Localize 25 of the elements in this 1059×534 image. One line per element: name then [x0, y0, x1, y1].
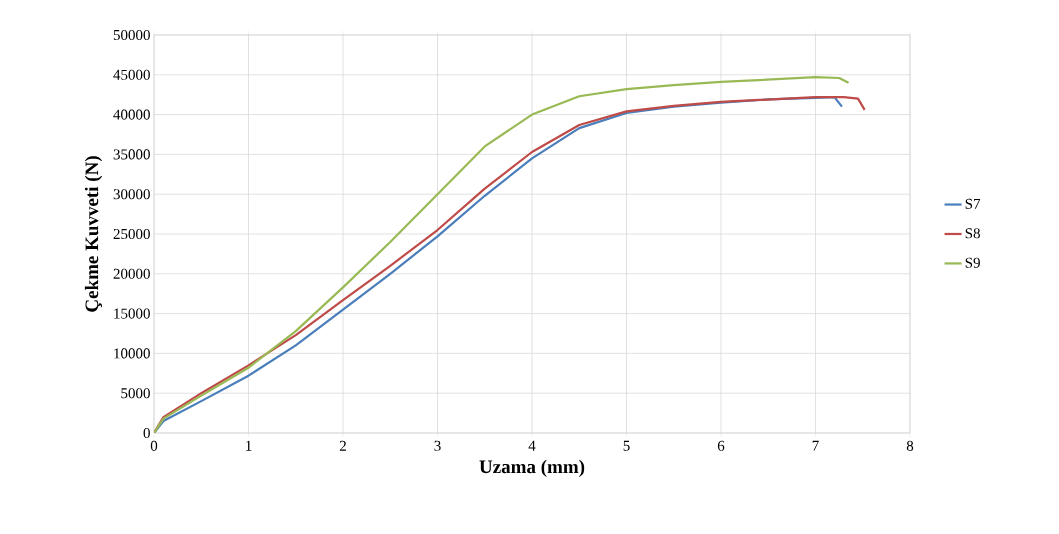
x-tick-label: 4: [528, 440, 536, 451]
x-tick-label: 2: [339, 440, 346, 451]
y-tick-label: 20000: [113, 268, 150, 279]
y-tick-label: 30000: [113, 189, 150, 200]
legend-label: S9: [965, 257, 980, 268]
legend-label: S8: [965, 228, 980, 239]
y-tick-label: 15000: [114, 308, 150, 319]
x-axis-title: Uzama (mm): [479, 459, 585, 477]
legend-label: S7: [965, 198, 981, 209]
y-tick-label: 45000: [113, 69, 150, 80]
x-tick-label: 7: [812, 440, 819, 451]
y-tick-label: 0: [143, 427, 150, 439]
y-axis-title: Çekme Kuvveti (N): [84, 156, 103, 312]
x-tick-label: 0: [150, 440, 158, 451]
y-tick-label: 5000: [121, 388, 150, 399]
y-tick-label: 40000: [113, 109, 150, 120]
y-tick-label: 50000: [113, 29, 150, 41]
x-tick-label: 5: [623, 440, 630, 451]
x-tick-label: 8: [906, 440, 914, 451]
y-tick-label: 25000: [113, 228, 150, 240]
x-tick-label: 6: [717, 440, 725, 451]
x-tick-label: 3: [434, 440, 441, 451]
x-tick-label: 1: [246, 440, 252, 451]
y-tick-label: 35000: [113, 149, 150, 160]
y-tick-label: 10000: [114, 348, 150, 359]
